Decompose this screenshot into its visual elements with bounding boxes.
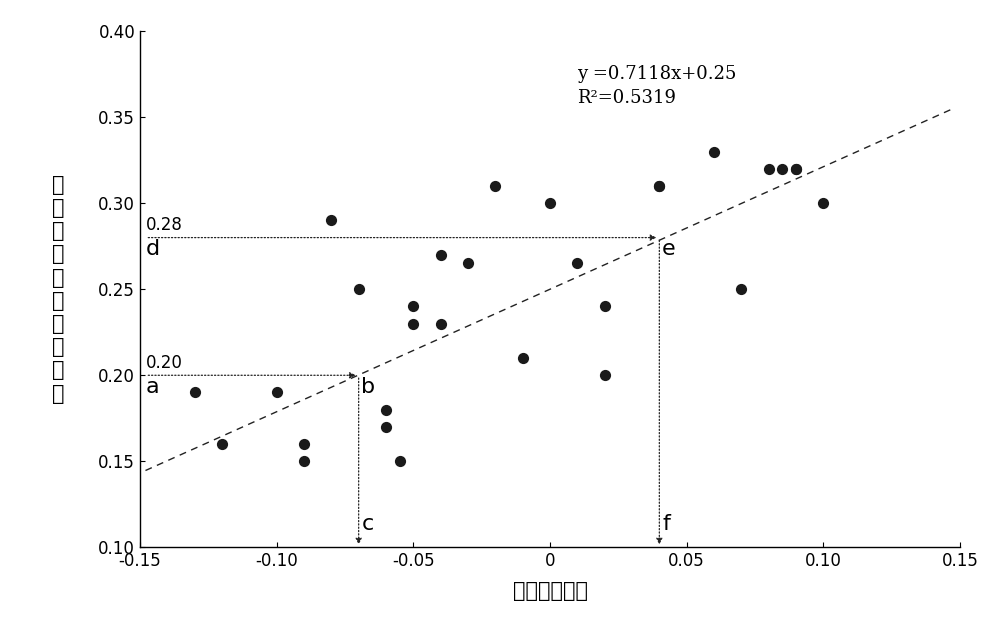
Text: d: d (145, 239, 160, 259)
Point (597, 370, 613, 380)
X-axis label: 相对含氢指数: 相对含氢指数 (512, 582, 588, 601)
Text: y =0.7118x+0.25: y =0.7118x+0.25 (577, 65, 737, 83)
Point (405, 318, 421, 328)
Point (788, 164, 804, 174)
Point (515, 353, 531, 363)
Point (392, 457, 408, 466)
Point (323, 215, 339, 225)
Point (706, 147, 722, 157)
Point (542, 198, 558, 208)
Point (296, 439, 312, 449)
Point (597, 302, 613, 312)
Point (296, 457, 312, 466)
Text: a: a (145, 377, 159, 397)
Point (487, 181, 503, 191)
Text: 0.28: 0.28 (145, 216, 182, 234)
Point (651, 181, 667, 191)
Point (351, 284, 367, 294)
Point (788, 164, 804, 174)
Point (433, 250, 449, 260)
Point (761, 164, 777, 174)
Text: 0.20: 0.20 (145, 354, 182, 372)
Text: R²=0.5319: R²=0.5319 (577, 89, 676, 107)
Text: b: b (361, 377, 376, 397)
Point (269, 388, 285, 397)
Text: f: f (662, 514, 670, 534)
Point (569, 259, 585, 269)
Text: c: c (361, 514, 374, 534)
Point (433, 318, 449, 328)
Point (651, 181, 667, 191)
Point (405, 302, 421, 312)
Point (460, 259, 476, 269)
Point (187, 388, 203, 397)
Text: e: e (662, 239, 676, 259)
Text: 非
长
英
质
矿
物
含
量
总
和: 非 长 英 质 矿 物 含 量 总 和 (52, 175, 64, 404)
Point (378, 422, 394, 432)
Point (378, 405, 394, 415)
Point (815, 198, 831, 208)
Point (733, 284, 749, 294)
Point (774, 164, 790, 174)
Point (214, 439, 230, 449)
